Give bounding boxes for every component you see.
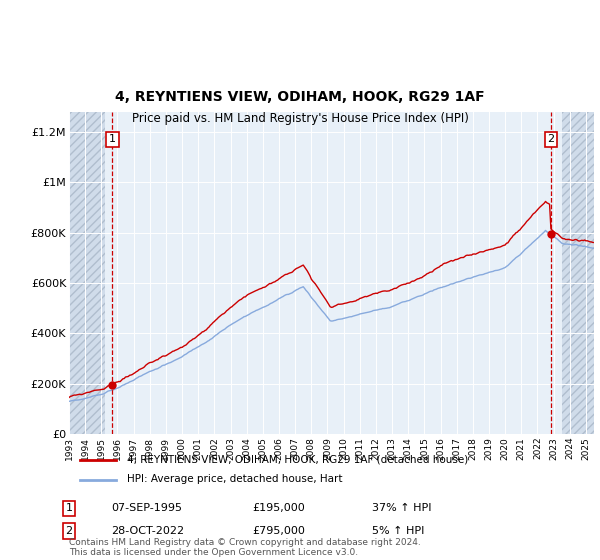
Bar — [69, 112, 106, 434]
Text: 28-OCT-2022: 28-OCT-2022 — [111, 526, 184, 536]
Text: Contains HM Land Registry data © Crown copyright and database right 2024.
This d: Contains HM Land Registry data © Crown c… — [69, 538, 421, 557]
Text: £795,000: £795,000 — [252, 526, 305, 536]
Text: 4, REYNTIENS VIEW, ODIHAM, HOOK, RG29 1AF (detached house): 4, REYNTIENS VIEW, ODIHAM, HOOK, RG29 1A… — [127, 455, 468, 465]
Text: £195,000: £195,000 — [252, 503, 305, 514]
Bar — [562, 112, 594, 434]
Text: 07-SEP-1995: 07-SEP-1995 — [111, 503, 182, 514]
Text: 4, REYNTIENS VIEW, ODIHAM, HOOK, RG29 1AF: 4, REYNTIENS VIEW, ODIHAM, HOOK, RG29 1A… — [115, 90, 485, 104]
Text: 2: 2 — [65, 526, 73, 536]
Text: 5% ↑ HPI: 5% ↑ HPI — [372, 526, 424, 536]
Text: 2: 2 — [547, 134, 554, 144]
Text: HPI: Average price, detached house, Hart: HPI: Average price, detached house, Hart — [127, 474, 342, 484]
Text: Price paid vs. HM Land Registry's House Price Index (HPI): Price paid vs. HM Land Registry's House … — [131, 112, 469, 125]
Text: 1: 1 — [109, 134, 116, 144]
Text: 37% ↑ HPI: 37% ↑ HPI — [372, 503, 431, 514]
Text: 1: 1 — [65, 503, 73, 514]
